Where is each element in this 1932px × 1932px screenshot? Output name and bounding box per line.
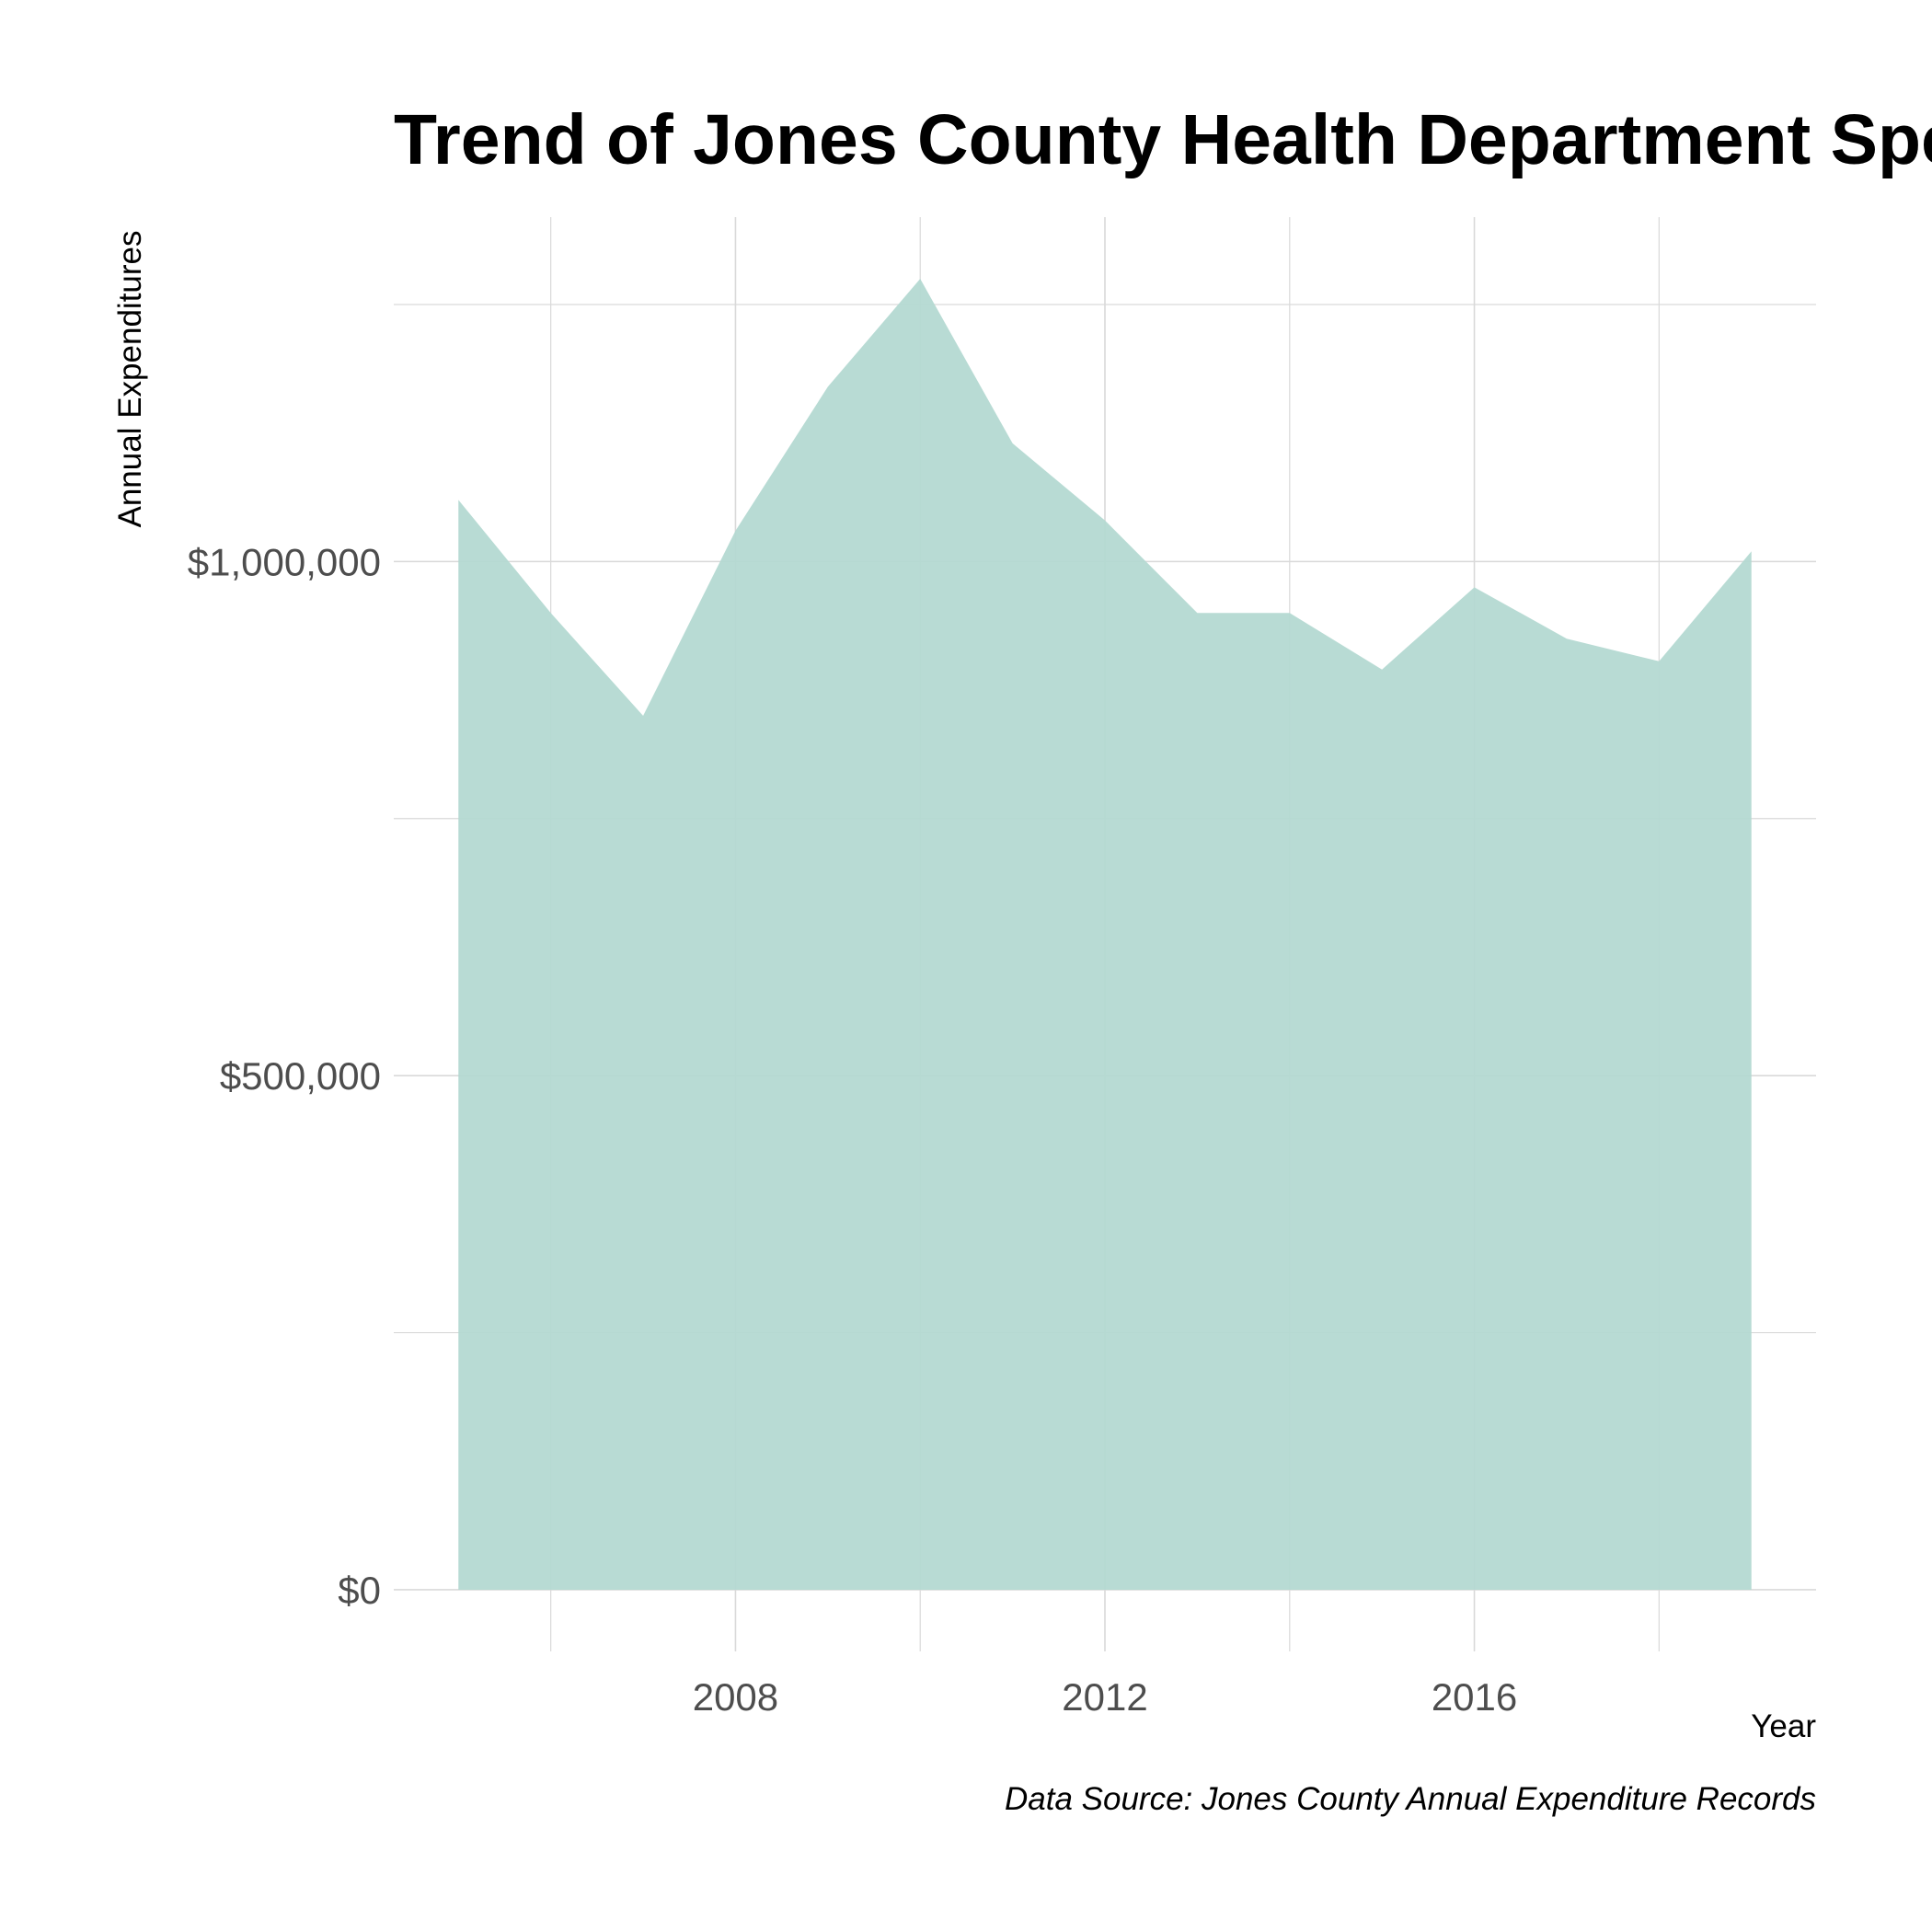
x-axis-label: Year [1751, 1708, 1816, 1744]
y-tick-label: $0 [338, 1569, 381, 1612]
x-axis-ticks: 2008 2012 2016 [693, 1675, 1518, 1719]
area-series [458, 279, 1752, 1590]
chart-caption: Data Source: Jones County Annual Expendi… [1005, 1781, 1816, 1817]
x-tick-label: 2012 [1062, 1675, 1147, 1719]
y-axis-label: Annual Expenditures [112, 231, 148, 528]
y-axis-ticks: $0 $500,000 $1,000,000 [188, 540, 381, 1612]
chart-title: Trend of Jones County Health Department … [394, 100, 1932, 179]
y-tick-label: $1,000,000 [188, 540, 381, 583]
y-tick-label: $500,000 [220, 1054, 381, 1098]
x-tick-label: 2016 [1432, 1675, 1517, 1719]
x-tick-label: 2008 [693, 1675, 778, 1719]
